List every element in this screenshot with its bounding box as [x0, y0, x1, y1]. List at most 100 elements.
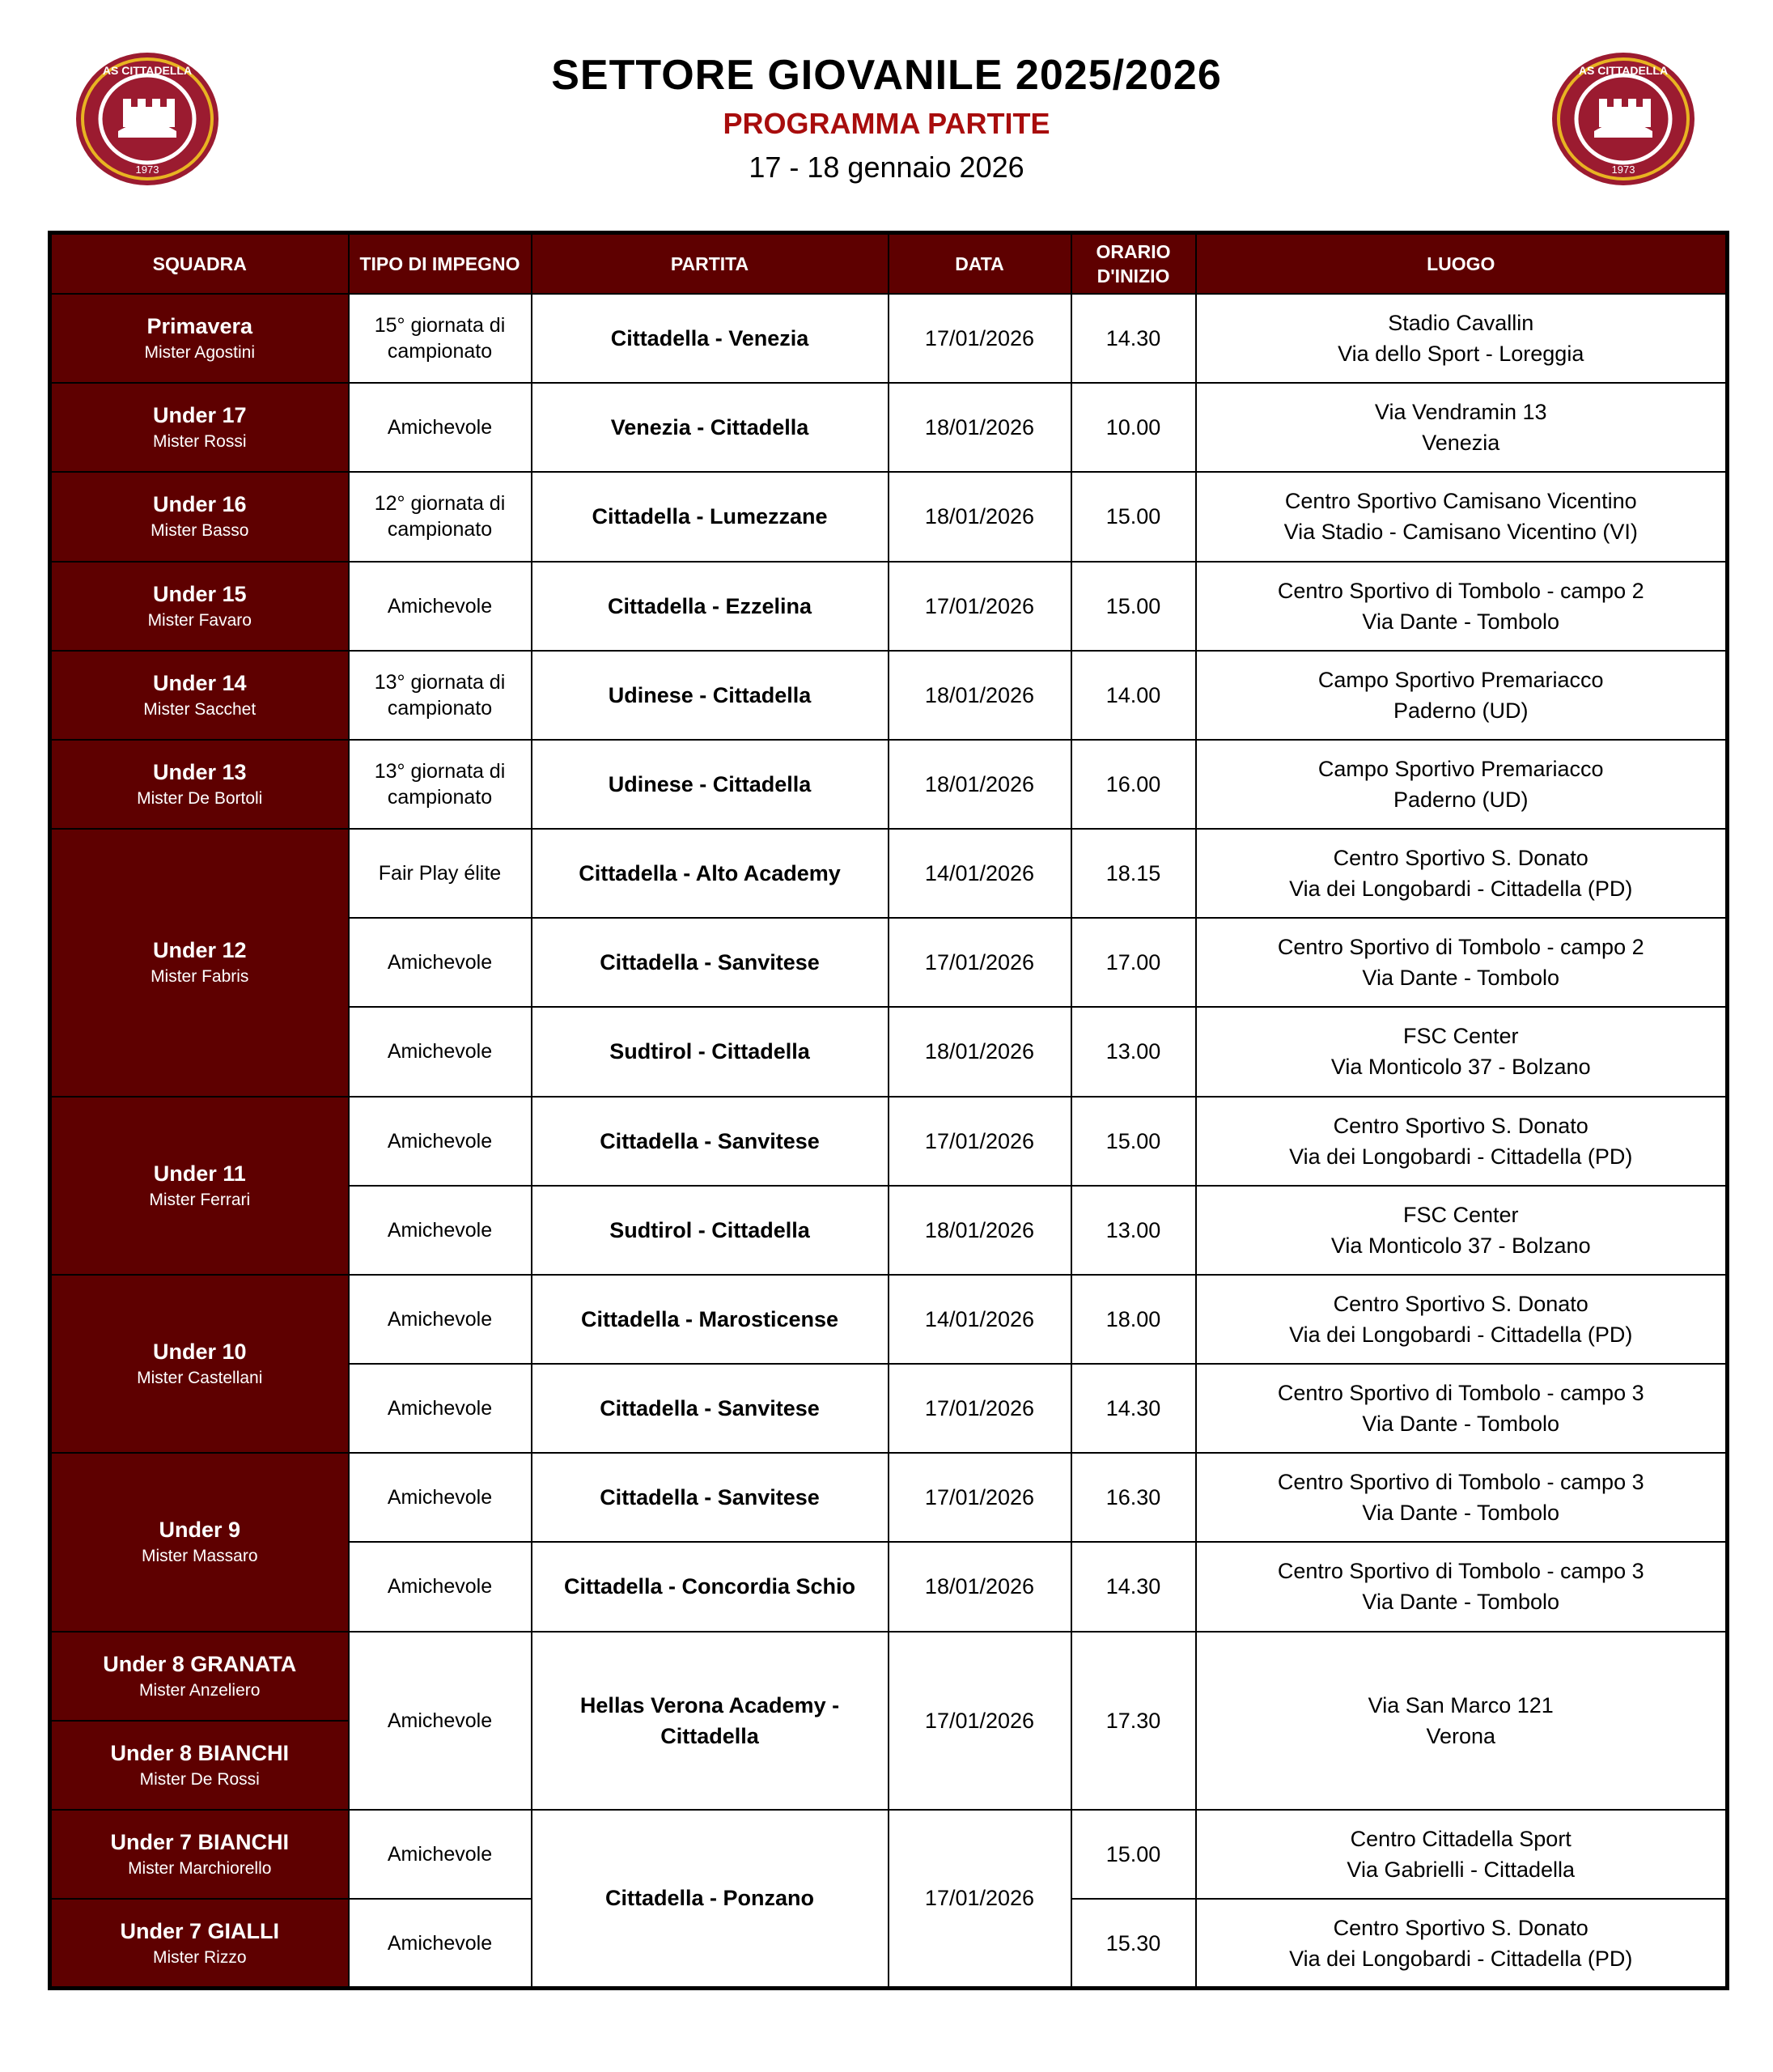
orario-text: 14.30: [1105, 1574, 1161, 1599]
cell-tipo: Amichevole: [347, 1452, 532, 1543]
team-name: Under 14: [152, 670, 247, 695]
orario-text: 15.00: [1105, 1128, 1161, 1153]
cell-squadra: Under 7 GIALLI Mister Rizzo: [49, 1898, 350, 1989]
tipo-text: Amichevole: [387, 1129, 493, 1153]
cell-tipo: Fair Play élite: [347, 828, 532, 919]
venue-line: Verona: [1426, 1723, 1496, 1748]
venue-line: Via Dante - Tombolo: [1362, 609, 1560, 634]
cell-data: 17/01/2026: [887, 292, 1072, 384]
cell-orario: 18.15: [1070, 828, 1197, 919]
orario-text: 15.00: [1105, 593, 1161, 618]
tipo-text: Amichevole: [387, 1486, 493, 1509]
cell-data: 17/01/2026: [887, 1808, 1072, 1989]
partita-text: Sudtirol - Cittadella: [609, 1039, 810, 1064]
page-subtitle: PROGRAMMA PARTITE: [723, 107, 1050, 140]
cell-partita: Hellas Verona Academy - Cittadella: [530, 1630, 889, 1811]
cell-tipo: 13° giornata di campionato: [347, 649, 532, 741]
column-header-squadra: SQUADRA: [49, 231, 350, 295]
cell-luogo: Campo Sportivo Premariacco Paderno (UD): [1194, 649, 1728, 741]
cell-partita: Sudtirol - Cittadella: [530, 1006, 889, 1098]
cell-luogo: Via Vendramin 13 Venezia: [1194, 382, 1728, 473]
data-text: 17/01/2026: [924, 326, 1035, 351]
cell-squadra: Under 8 BIANCHI Mister De Rossi: [49, 1719, 350, 1811]
cell-partita: Cittadella - Ponzano: [530, 1808, 889, 1989]
cell-luogo: FSC Center Via Monticolo 37 - Bolzano: [1194, 1184, 1728, 1276]
cell-data: 17/01/2026: [887, 917, 1072, 1008]
svg-text:1973: 1973: [1612, 163, 1635, 176]
coach-name: Mister Sacchet: [143, 699, 257, 719]
team-name: Under 16: [152, 492, 247, 517]
venue-line: Via dello Sport - Loreggia: [1338, 342, 1584, 367]
cell-luogo: Campo Sportivo Premariacco Paderno (UD): [1194, 738, 1728, 830]
cell-data: 17/01/2026: [887, 1452, 1072, 1543]
orario-text: 16.00: [1105, 771, 1161, 796]
cell-tipo: 15° giornata di campionato: [347, 292, 532, 384]
table-row: Under 13 Mister De Bortoli 13° giornata di…: [49, 738, 1728, 830]
data-text: 14/01/2026: [924, 1306, 1035, 1331]
svg-text:1973: 1973: [136, 163, 159, 176]
venue-line: Campo Sportivo Premariacco: [1317, 667, 1604, 692]
table-row: Under 17 Mister Rossi Amichevole Venezia - …: [49, 382, 1728, 473]
coach-name: Mister Ferrari: [149, 1190, 251, 1209]
column-header-luogo: LUOGO: [1194, 231, 1728, 295]
partita-text: Sudtirol - Cittadella: [609, 1217, 810, 1242]
table-row: Under 8 BIANCHI Mister De Rossi: [49, 1719, 1728, 1811]
cell-partita: Sudtirol - Cittadella: [530, 1184, 889, 1276]
coach-name: Mister Rizzo: [152, 1947, 247, 1967]
tipo-text: Fair Play élite: [378, 862, 502, 885]
venue-line: Centro Sportivo S. Donato: [1333, 1291, 1588, 1316]
table-row: Amichevole Cittadella - Sanvitese 17/01/20…: [50, 1363, 1728, 1454]
svg-text:AS CITTADELLA: AS CITTADELLA: [103, 64, 192, 77]
coach-name: Mister Massaro: [141, 1547, 258, 1566]
cell-partita: Udinese - Cittadella: [530, 738, 889, 830]
cell-data: 18/01/2026: [887, 1184, 1072, 1276]
tipo-text: 12° giornata di campionato: [374, 492, 506, 541]
cell-squadra: Under 10 Mister Castellani: [49, 1273, 350, 1454]
tipo-text: Amichevole: [387, 1709, 493, 1732]
tipo-text: Amichevole: [387, 951, 493, 974]
venue-line: FSC Center: [1402, 1202, 1519, 1227]
partita-text: Cittadella - Lumezzane: [592, 504, 828, 529]
team-name: Under 15: [152, 581, 247, 606]
venue-line: Centro Sportivo di Tombolo - campo 2: [1277, 935, 1644, 960]
team-name: Under 10: [152, 1340, 247, 1365]
cell-orario: 15.00: [1070, 1095, 1197, 1187]
cell-data: 14/01/2026: [887, 1273, 1072, 1365]
orario-text: 16.30: [1105, 1485, 1161, 1510]
orario-text: 13.00: [1105, 1217, 1161, 1242]
team-name: Under 17: [152, 403, 247, 428]
cell-data: 17/01/2026: [887, 560, 1072, 652]
venue-line: Centro Sportivo di Tombolo - campo 3: [1277, 1381, 1644, 1406]
column-header-data: DATA: [887, 231, 1072, 295]
orario-text: 14.00: [1105, 682, 1161, 707]
tipo-text: Amichevole: [387, 1931, 493, 1955]
cell-partita: Cittadella - Sanvitese: [530, 1363, 889, 1454]
venue-line: Via Dante - Tombolo: [1362, 1501, 1560, 1526]
table-row: Under 7 GIALLI Mister Rizzo Amichevole 15.3…: [49, 1898, 1728, 1989]
cell-tipo: Amichevole: [347, 1006, 532, 1098]
column-header-partita: PARTITA: [530, 231, 889, 295]
cell-squadra: Under 12 Mister Fabris: [49, 828, 350, 1098]
data-text: 17/01/2026: [924, 593, 1035, 618]
venue-line: Via dei Longobardi - Cittadella (PD): [1289, 877, 1633, 902]
cell-partita: Cittadella - Sanvitese: [530, 1452, 889, 1543]
data-text: 14/01/2026: [924, 861, 1035, 886]
venue-line: Via Monticolo 37 - Bolzano: [1330, 1055, 1591, 1080]
data-text: 17/01/2026: [924, 1396, 1035, 1421]
data-text: 17/01/2026: [924, 1485, 1035, 1510]
orario-text: 14.30: [1105, 326, 1161, 351]
partita-text: Cittadella - Sanvitese: [600, 1128, 820, 1153]
club-logo-right: AS CITTADELLA 1973: [1550, 50, 1697, 188]
team-name: Under 7 GIALLI: [120, 1918, 279, 1943]
cell-squadra: Under 7 BIANCHI Mister Marchiorello: [49, 1808, 350, 1900]
data-text: 18/01/2026: [924, 1574, 1035, 1599]
cell-orario: 18.00: [1070, 1273, 1197, 1365]
column-header-tipo: TIPO DI IMPEGNO: [347, 231, 532, 295]
team-name: Under 7 BIANCHI: [110, 1830, 290, 1854]
cell-tipo: 12° giornata di campionato: [347, 471, 532, 563]
cell-tipo: Amichevole: [347, 1541, 532, 1633]
cell-orario: 14.30: [1070, 1541, 1197, 1633]
venue-line: Centro Sportivo S. Donato: [1333, 1113, 1588, 1138]
coach-name: Mister De Bortoli: [137, 788, 263, 808]
cell-orario: 14.00: [1070, 649, 1197, 741]
